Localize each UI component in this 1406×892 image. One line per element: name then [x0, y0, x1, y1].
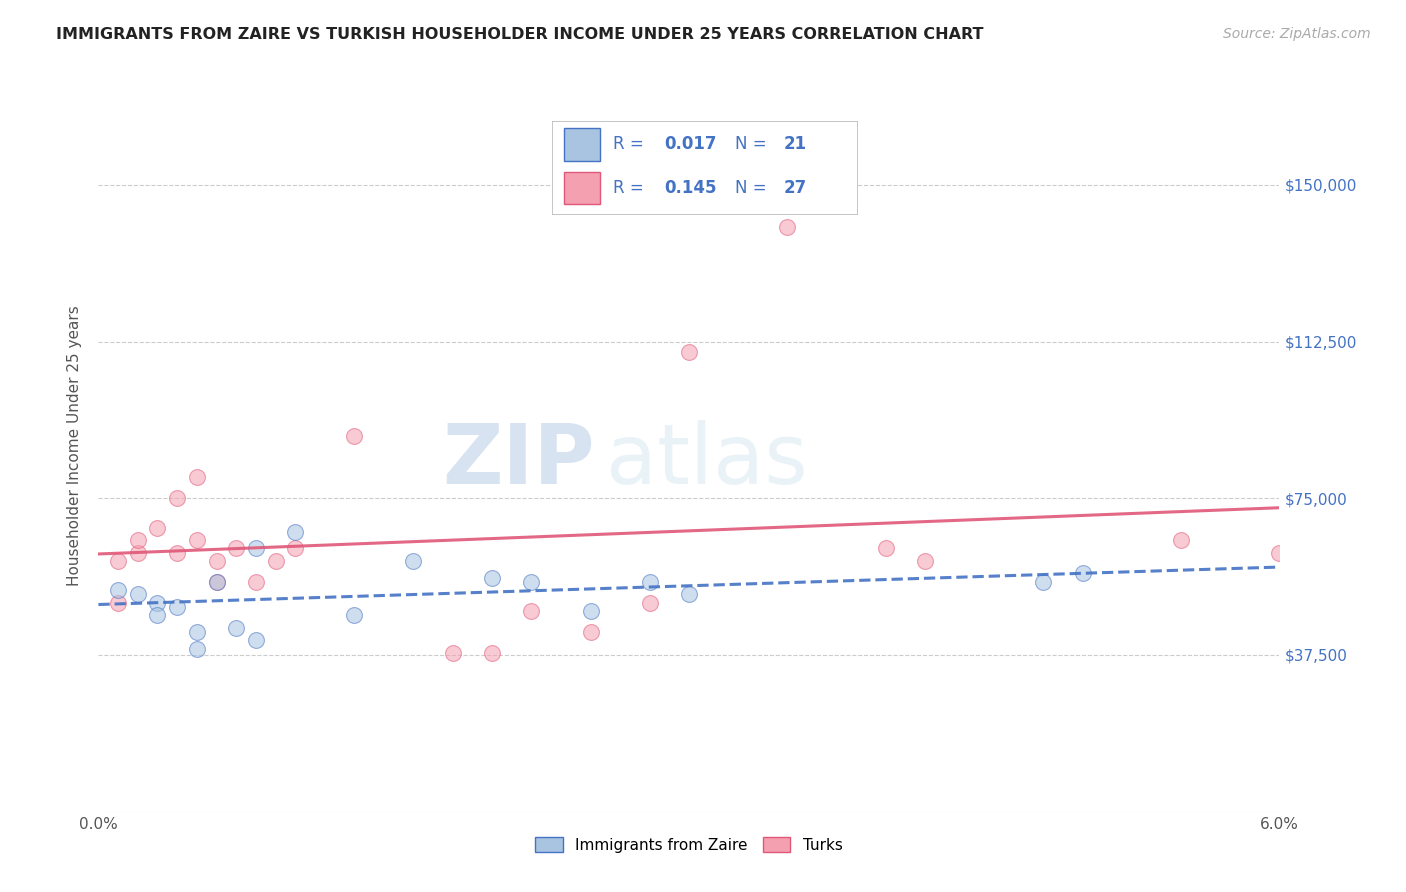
Point	[186, 470, 208, 484]
Point	[579, 604, 602, 618]
Point	[186, 533, 208, 547]
Point	[166, 545, 188, 559]
Text: R =: R =	[613, 136, 648, 153]
Point	[107, 554, 129, 568]
Y-axis label: Householder Income Under 25 years: Householder Income Under 25 years	[67, 306, 83, 586]
Text: IMMIGRANTS FROM ZAIRE VS TURKISH HOUSEHOLDER INCOME UNDER 25 YEARS CORRELATION C: IMMIGRANTS FROM ZAIRE VS TURKISH HOUSEHO…	[56, 27, 984, 42]
Point	[343, 428, 366, 442]
Point	[638, 596, 661, 610]
Point	[225, 621, 247, 635]
Legend: Immigrants from Zaire, Turks: Immigrants from Zaire, Turks	[529, 831, 849, 859]
Point	[678, 587, 700, 601]
Point	[520, 574, 543, 589]
Point	[186, 625, 208, 640]
Point	[579, 625, 602, 640]
Point	[146, 520, 169, 534]
Point	[127, 587, 149, 601]
Point	[166, 491, 188, 506]
Point	[284, 541, 307, 556]
Point	[481, 646, 503, 660]
Text: N =: N =	[735, 179, 772, 197]
Point	[205, 554, 228, 568]
Text: 0.017: 0.017	[665, 136, 717, 153]
Point	[245, 541, 267, 556]
Point	[678, 345, 700, 359]
Text: 27: 27	[783, 179, 807, 197]
Point	[127, 533, 149, 547]
Point	[245, 574, 267, 589]
Point	[638, 574, 661, 589]
Point	[107, 583, 129, 598]
Point	[402, 554, 425, 568]
Text: 21: 21	[783, 136, 807, 153]
Point	[1170, 533, 1192, 547]
Point	[481, 571, 503, 585]
Point	[205, 574, 228, 589]
Bar	[564, 128, 600, 161]
Point	[127, 545, 149, 559]
Point	[225, 541, 247, 556]
Bar	[564, 172, 600, 204]
Point	[343, 608, 366, 623]
Text: Source: ZipAtlas.com: Source: ZipAtlas.com	[1223, 27, 1371, 41]
Point	[264, 554, 287, 568]
Text: R =: R =	[613, 179, 648, 197]
Point	[1071, 566, 1094, 581]
Point	[186, 641, 208, 656]
Point	[520, 604, 543, 618]
Point	[205, 574, 228, 589]
Text: N =: N =	[735, 136, 772, 153]
Point	[146, 596, 169, 610]
Point	[284, 524, 307, 539]
Text: 0.145: 0.145	[665, 179, 717, 197]
Point	[875, 541, 897, 556]
Point	[441, 646, 464, 660]
Point	[245, 633, 267, 648]
Point	[1268, 545, 1291, 559]
Text: atlas: atlas	[606, 420, 808, 501]
Point	[914, 554, 936, 568]
Point	[146, 608, 169, 623]
Text: ZIP: ZIP	[441, 420, 595, 501]
Point	[166, 599, 188, 614]
Point	[1032, 574, 1054, 589]
Point	[776, 219, 799, 234]
Point	[107, 596, 129, 610]
